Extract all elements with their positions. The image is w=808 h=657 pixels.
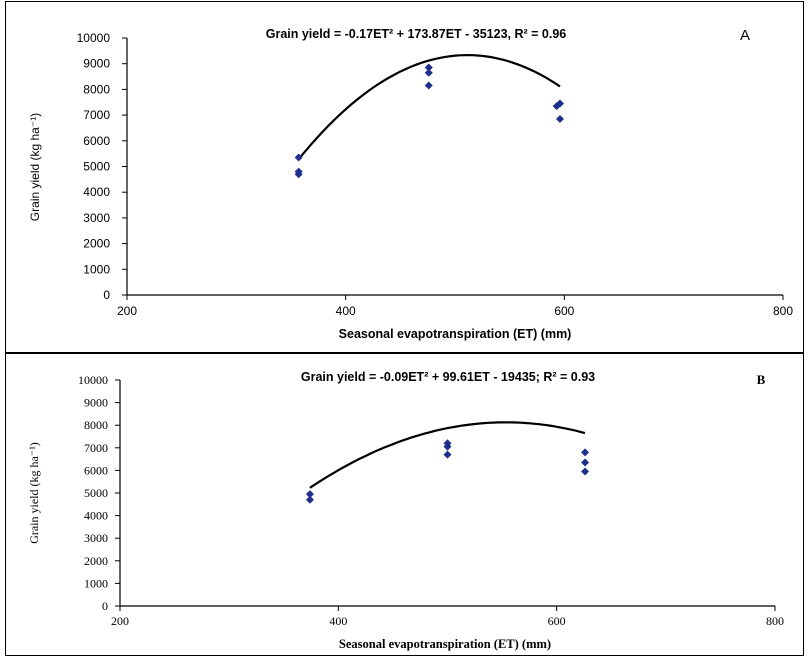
panel-b-y-tick-label: 0 (102, 599, 108, 613)
panel-b-y-tick-label: 9000 (84, 396, 108, 410)
panel-a-data-point (294, 153, 303, 162)
panel-a-y-tick-label: 3000 (83, 211, 110, 225)
panel-a-x-tick-label: 600 (554, 304, 574, 318)
panel-a-x-ticks: 200 400 600 800 (117, 295, 793, 318)
panel-b-y-tick-label: 10000 (78, 373, 108, 387)
panel-a-equation: Grain yield = -0.17ET² + 173.87ET - 3512… (266, 27, 567, 41)
panel-b-border (5, 353, 804, 656)
panel-a-border (5, 1, 804, 353)
panel-a-y-tick-label: 6000 (83, 134, 110, 148)
panel-a-x-tick-label: 400 (336, 304, 356, 318)
panel-a-points (294, 63, 564, 179)
panel-b-y-tick-label: 1000 (84, 576, 108, 590)
panel-b-y-tick-label: 6000 (84, 463, 108, 477)
panel-b-data-point (443, 450, 452, 459)
panel-b-fit-curve (309, 421, 586, 489)
panel-a-x-label: Seasonal evapotranspiration (ET) (mm) (339, 327, 572, 341)
panel-b-y-tick-label: 4000 (84, 509, 108, 523)
panel-a-x-tick-label: 800 (773, 304, 793, 318)
panel-b: Grain yield = -0.09ET² + 99.61ET - 19435… (5, 353, 804, 656)
panel-b-y-tick-label: 2000 (84, 554, 108, 568)
panel-a-fit-curve (297, 53, 561, 160)
panel-b-y-tick-label: 5000 (84, 486, 108, 500)
panel-b-y-tick-label: 8000 (84, 418, 108, 432)
panel-a-data-point (424, 81, 433, 90)
panel-b-x-tick-label: 800 (766, 614, 784, 628)
panel-a-y-tick-label: 8000 (83, 82, 110, 96)
panel-b-x-ticks: 200 400 600 800 (111, 606, 784, 628)
panel-b-x-tick-label: 400 (329, 614, 347, 628)
panel-a-letter: A (740, 27, 750, 44)
panel-a: Grain yield = -0.17ET² + 173.87ET - 3512… (5, 1, 804, 353)
panel-a-data-point (294, 170, 303, 179)
panel-a-y-tick-label: 7000 (83, 108, 110, 122)
panel-a-y-tick-label: 10000 (77, 31, 111, 45)
panel-b-y-label: Grain yield (kg ha⁻¹) (27, 442, 41, 544)
panel-b-data-point (443, 442, 452, 451)
panel-a-data-point (552, 102, 561, 111)
panel-b-y-ticks: 0 1000 2000 3000 4000 5000 6000 7000 8000 9000 100… (78, 373, 120, 613)
panel-a-data-point (555, 114, 564, 123)
panel-a-y-label: Grain yield (kg ha⁻¹) (28, 113, 42, 221)
panel-a-y-tick-label: 0 (103, 288, 110, 302)
panel-a-data-point (424, 68, 433, 77)
panel-b-y-tick-label: 7000 (84, 441, 108, 455)
panel-a-x-tick-label: 200 (117, 304, 137, 318)
panel-a-y-tick-label: 5000 (83, 160, 110, 174)
panel-a-y-ticks: 0 1000 2000 3000 4000 5000 6000 7000 8000 9000 100… (77, 31, 127, 302)
panel-b-data-point (581, 467, 590, 476)
panel-a-y-tick-label: 4000 (83, 185, 110, 199)
panel-a-y-tick-label: 9000 (83, 57, 110, 71)
panel-b-x-label: Seasonal evapotranspiration (ET) (mm) (339, 637, 551, 651)
panel-b-points (305, 439, 590, 504)
panel-b-x-tick-label: 200 (111, 614, 129, 628)
panel-b-data-point (581, 458, 590, 467)
panel-a-data-point (424, 63, 433, 72)
panel-b-letter: B (757, 372, 766, 387)
panel-b-x-tick-label: 600 (548, 614, 566, 628)
panel-b-y-tick-label: 3000 (84, 531, 108, 545)
panel-b-data-point (305, 495, 314, 504)
panel-a-y-tick-label: 2000 (83, 237, 110, 251)
panel-b-equation: Grain yield = -0.09ET² + 99.61ET - 19435… (301, 370, 595, 384)
panel-a-y-tick-label: 1000 (83, 262, 110, 276)
panel-b-data-point (581, 448, 590, 457)
panel-b-data-point (305, 490, 314, 499)
